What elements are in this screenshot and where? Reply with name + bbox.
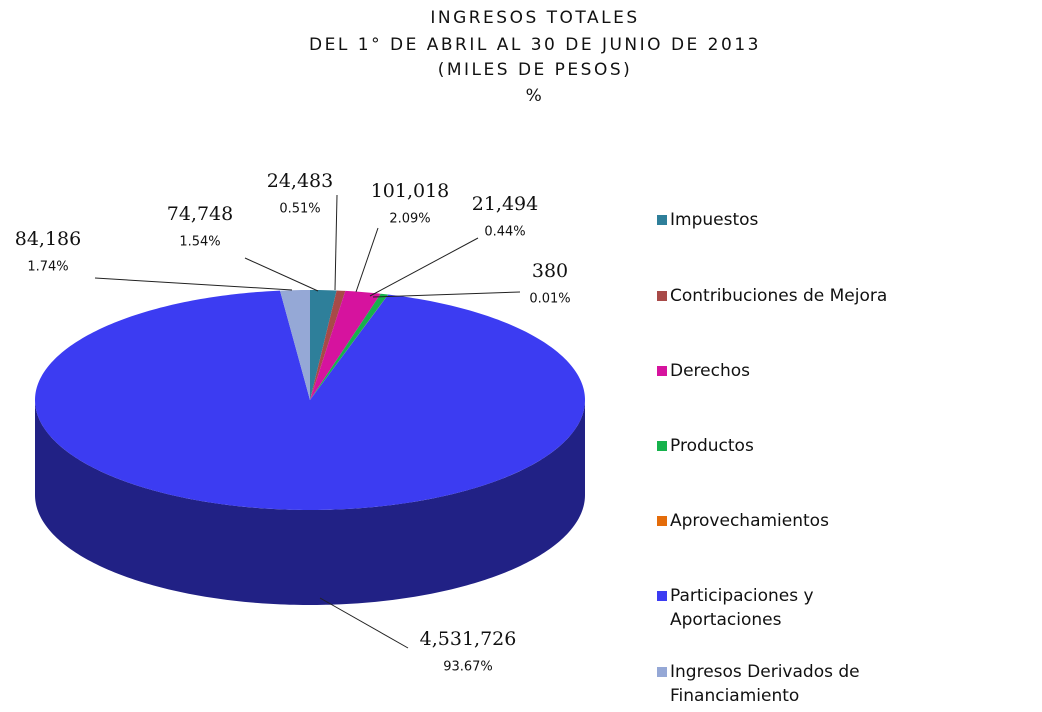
- legend-swatch: [657, 291, 667, 301]
- leader-line: [244, 257, 319, 292]
- legend-label: Participaciones y Aportaciones: [670, 586, 814, 630]
- legend-swatch: [657, 516, 667, 526]
- chart-title: %: [526, 86, 545, 106]
- leader-line: [94, 277, 293, 291]
- value-label: 74,748: [167, 203, 233, 225]
- pie-side: [35, 400, 585, 605]
- pie-slice: [310, 294, 389, 400]
- leader-line: [372, 291, 521, 298]
- leader-line: [355, 227, 379, 293]
- value-label: 101,018: [371, 180, 450, 202]
- legend-swatch: [657, 667, 667, 677]
- legend-item: Participaciones y Aportaciones: [657, 584, 900, 632]
- value-label: 380: [532, 260, 568, 282]
- percent-label: 0.44%: [484, 225, 525, 240]
- percent-label: 1.54%: [179, 235, 220, 250]
- legend-label: Aprovechamientos: [670, 511, 829, 531]
- legend-swatch: [657, 215, 667, 225]
- legend-item: Impuestos: [657, 208, 900, 232]
- legend-label: Ingresos Derivados de Financiamiento: [670, 662, 860, 706]
- percent-label: 0.51%: [279, 202, 320, 217]
- leader-line: [319, 597, 409, 649]
- percent-label: 2.09%: [389, 212, 430, 227]
- legend-item: Productos: [657, 434, 900, 458]
- pie-slice: [310, 293, 389, 400]
- pie-slice: [279, 290, 310, 400]
- percent-label: 1.74%: [27, 260, 68, 275]
- value-label: 21,494: [472, 193, 538, 215]
- legend-label: Contribuciones de Mejora: [670, 286, 888, 306]
- leader-line: [334, 194, 338, 291]
- legend-swatch: [657, 366, 667, 376]
- legend-item: Derechos: [657, 359, 900, 383]
- chart-title: INGRESOS TOTALES: [430, 8, 639, 28]
- legend-swatch: [657, 591, 667, 601]
- legend-label: Derechos: [670, 361, 751, 381]
- value-label: 84,186: [15, 228, 81, 250]
- value-label: 24,483: [267, 170, 333, 192]
- legend-item: Contribuciones de Mejora: [657, 284, 900, 308]
- legend-swatch: [657, 441, 667, 451]
- pie-slice: [310, 290, 337, 400]
- leader-line: [369, 237, 479, 297]
- pie-slice: [310, 290, 381, 400]
- legend-label: Productos: [670, 436, 754, 456]
- legend-item: Ingresos Derivados de Financiamiento: [657, 660, 900, 708]
- value-label: 4,531,726: [420, 628, 517, 650]
- legend-label: Impuestos: [670, 210, 759, 230]
- chart-title: DEL 1° DE ABRIL AL 30 DE JUNIO DE 2013: [309, 35, 761, 55]
- pie-slice: [310, 290, 346, 400]
- legend-item: Aprovechamientos: [657, 509, 900, 533]
- percent-label: 0.01%: [529, 292, 570, 307]
- pie-slice: [35, 290, 585, 510]
- chart-title: (MILES DE PESOS): [438, 60, 633, 80]
- percent-label: 93.67%: [443, 660, 493, 675]
